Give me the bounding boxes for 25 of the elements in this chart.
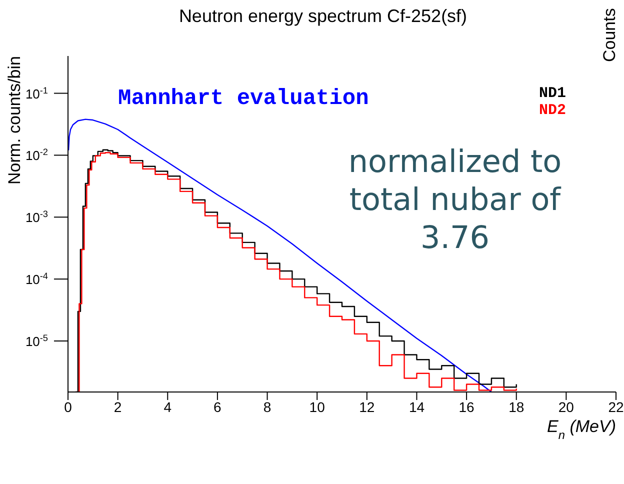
x-tick-label: 0	[64, 398, 72, 415]
x-tick-label: 18	[508, 398, 524, 415]
y-tick-label: 10$^{-2}$	[25, 147, 48, 164]
chart-title: Neutron energy spectrum Cf-252(sf)	[178, 6, 468, 27]
text: ND1	[538, 85, 566, 102]
x-tick-label: 6	[214, 398, 222, 415]
y2-axis-title: Counts	[600, 8, 620, 62]
x-tick-label: 20	[558, 398, 574, 415]
y-tick-label: 10$^{-5}$	[25, 332, 48, 349]
x-tick-label: 8	[263, 398, 272, 415]
x-axis-title: E$_{n}$ (MeV)	[547, 417, 616, 442]
annotation: normalized to total nubar of 3.76	[347, 143, 563, 257]
x-tick-label: 4	[164, 398, 172, 415]
series-label: Mannhart evaluation	[118, 86, 369, 111]
x-tick-label: 22	[608, 398, 624, 415]
x-tick-label: 16	[458, 398, 475, 415]
y-tick-label: 10$^{-3}$	[25, 209, 48, 226]
x-tick-label: 2	[114, 398, 122, 415]
y-axis-title: Norm. counts/bin	[5, 56, 24, 184]
text: ND2	[538, 102, 566, 119]
y-tick-label: 10$^{-1}$	[25, 85, 48, 102]
y-tick-label: 10$^{-4}$	[25, 271, 48, 288]
x-tick-label: 10	[309, 398, 326, 415]
x-tick-label: 12	[359, 398, 375, 415]
x-tick-label: 14	[408, 398, 425, 415]
